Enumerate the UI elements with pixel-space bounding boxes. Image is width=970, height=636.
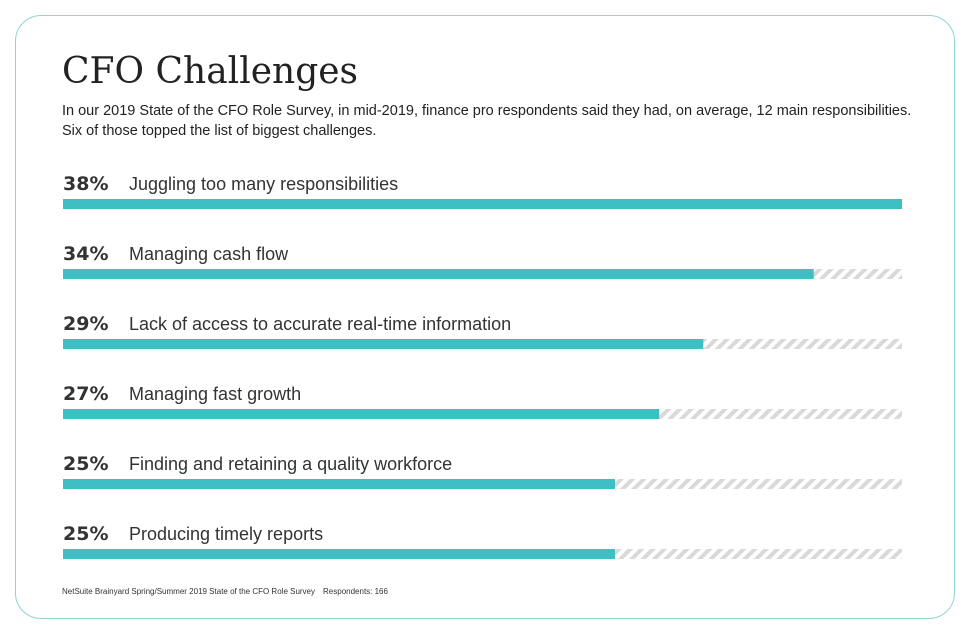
value-label: 29% — [63, 313, 108, 335]
source-note: NetSuite Brainyard Spring/Summer 2019 St… — [62, 587, 388, 597]
category-label: Managing cash flow — [129, 244, 289, 264]
bar — [63, 549, 615, 559]
value-label: 34% — [63, 243, 108, 265]
category-label: Juggling too many responsibilities — [129, 174, 398, 194]
category-label: Finding and retaining a quality workforc… — [129, 454, 452, 474]
respondents-text: Respondents: 166 — [323, 587, 388, 596]
bar — [63, 269, 814, 279]
value-label: 27% — [63, 383, 108, 405]
source-text: NetSuite Brainyard Spring/Summer 2019 St… — [62, 587, 315, 596]
value-label: 25% — [63, 453, 108, 475]
category-label: Producing timely reports — [129, 524, 323, 544]
value-label: 38% — [63, 173, 108, 195]
bar — [63, 339, 703, 349]
value-label: 25% — [63, 523, 108, 545]
category-label: Lack of access to accurate real-time inf… — [129, 314, 511, 334]
bar — [63, 409, 659, 419]
bar — [63, 479, 615, 489]
bar — [63, 199, 902, 209]
category-label: Managing fast growth — [129, 384, 301, 404]
